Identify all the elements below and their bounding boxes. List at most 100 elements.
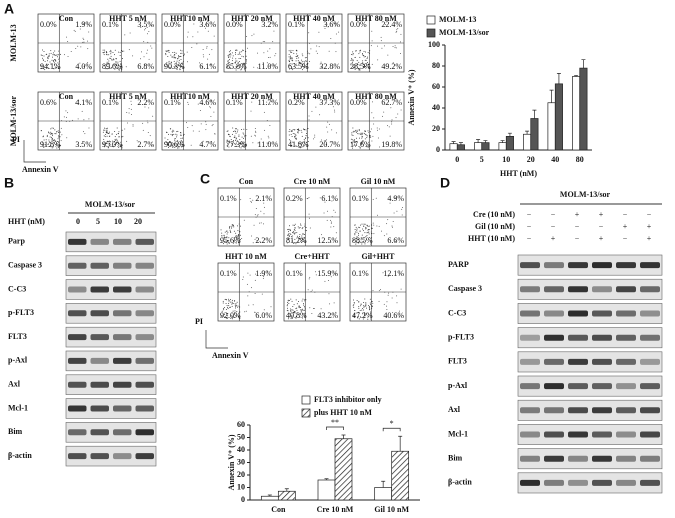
event-dot [246,35,248,37]
error-bar [458,142,463,145]
event-dot [359,147,361,149]
event-dot [364,130,366,132]
event-dot [58,131,60,133]
event-dot [242,63,244,65]
event-dot [176,147,178,149]
event-dot [225,299,227,301]
event-dot [389,198,391,200]
event-dot [235,52,237,54]
axis-label: Annexin V [22,165,59,174]
event-dot [396,302,398,304]
event-dot [114,136,116,138]
treatment-sign: + [599,210,604,219]
event-dot [241,136,243,138]
event-dot [304,241,306,243]
treatment-sign: + [551,234,556,243]
error-bar [284,488,289,492]
event-dot [107,147,109,149]
event-dot [140,26,142,28]
event-dot [239,311,241,313]
axis-arrow [23,140,46,163]
event-dot [237,53,239,55]
event-dot [121,58,123,60]
event-dot [229,306,231,308]
error-bar [398,435,403,452]
event-dot [355,66,357,68]
quadrant-label: 37.3% [319,98,340,107]
event-dot [112,145,114,147]
event-dot [235,49,237,51]
event-dot [180,143,182,145]
blot-band [135,286,154,293]
event-dot [335,33,337,35]
event-dot [48,141,50,143]
event-dot [324,280,326,282]
event-dot [238,305,240,307]
event-dot [376,127,378,129]
event-dot [181,146,183,148]
bar [391,450,410,501]
event-dot [335,272,337,274]
event-dot [230,318,232,320]
event-dot [87,23,89,25]
event-dot [304,225,306,227]
event-dot [82,131,84,133]
blot-band [592,286,612,293]
event-dot [362,237,364,239]
event-dot [42,136,44,138]
event-dot [146,33,148,35]
event-dot [357,316,359,318]
event-dot [290,134,292,136]
event-dot [56,54,58,56]
event-dot [87,62,89,64]
event-dot [287,318,289,320]
event-dot [304,223,306,225]
event-dot [314,271,316,273]
event-dot [305,137,307,139]
blot-band [135,262,154,269]
event-dot [365,226,367,228]
bar [572,76,581,151]
event-dot [225,241,227,243]
event-dot [233,136,235,138]
blot-band [68,405,87,412]
event-dot [315,50,317,52]
event-dot [172,129,174,131]
event-dot [132,125,134,127]
event-dot [245,135,247,137]
event-dot [229,226,231,228]
event-dot [301,61,303,63]
event-dot [291,317,293,319]
event-dot [199,109,201,111]
event-dot [228,140,230,142]
event-dot [366,145,368,147]
event-dot [255,216,257,218]
quadrant-label: 63.5% [288,62,309,71]
event-dot [360,141,362,143]
event-dot [305,142,307,144]
event-dot [122,135,124,137]
flow-title: Cre+HHT [294,252,330,261]
event-dot [263,276,265,278]
event-dot [191,47,193,49]
event-dot [70,51,72,53]
event-dot [286,242,288,244]
event-dot [54,63,56,65]
event-dot [350,138,352,140]
event-dot [294,238,296,240]
event-dot [174,54,176,56]
bar [554,83,563,151]
event-dot [295,50,297,52]
event-dot [57,130,59,132]
event-dot [237,66,239,68]
event-dot [259,222,261,224]
event-dot [45,139,47,141]
event-dot [330,221,332,223]
event-dot [183,53,185,55]
event-dot [252,304,254,306]
event-dot [234,237,236,239]
event-dot [371,305,373,307]
blot-frame [517,375,663,397]
event-dot [210,116,212,118]
event-dot [365,228,367,230]
